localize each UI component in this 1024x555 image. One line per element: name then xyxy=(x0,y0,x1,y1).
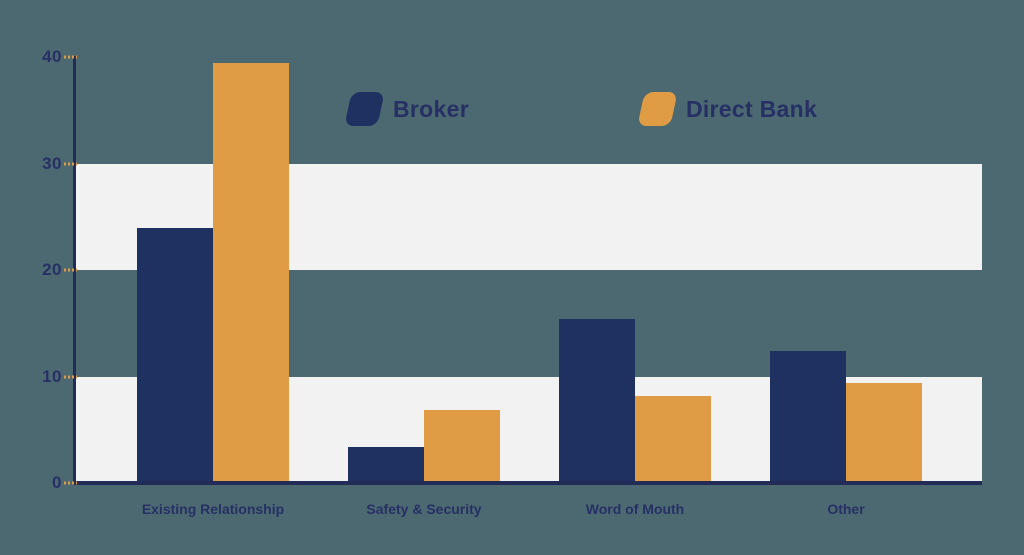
x-category-label-other: Other xyxy=(827,501,865,517)
y-tick-mark-10 xyxy=(64,375,77,378)
x-category-label-word-of-mouth: Word of Mouth xyxy=(585,501,685,517)
bar-broker-other xyxy=(770,350,846,483)
bar-direct-bank-word-of-mouth xyxy=(635,395,711,483)
y-tick-mark-20 xyxy=(64,268,77,272)
legend-label-direct-bank: Direct Bank xyxy=(685,95,818,122)
legend-item-direct-bank: Direct Bank xyxy=(637,92,818,126)
x-category-label-existing-relationship: Existing Relationship xyxy=(141,501,285,517)
y-tick-label-30: 30 xyxy=(42,153,62,173)
bar-direct-bank-existing-relationship xyxy=(213,63,289,483)
legend-item-broker: Broker xyxy=(344,92,469,126)
bar-direct-bank-other xyxy=(846,382,922,483)
bar-broker-word-of-mouth xyxy=(559,318,635,483)
broker-swatch-icon xyxy=(344,92,385,126)
bar-broker-existing-relationship xyxy=(137,228,213,483)
x-category-label-safety-security: Safety & Security xyxy=(366,501,482,517)
x-axis-line xyxy=(73,481,982,485)
y-tick-label-0: 0 xyxy=(52,473,62,492)
y-tick-mark-40 xyxy=(64,55,77,59)
y-tick-label-40: 40 xyxy=(42,47,62,66)
y-tick-mark-30 xyxy=(64,162,77,165)
y-tick-label-10: 10 xyxy=(42,366,62,386)
legend: Broker Direct Bank xyxy=(344,92,818,126)
y-tick-mark-0 xyxy=(64,481,77,485)
bar-broker-safety-security xyxy=(348,446,424,483)
y-tick-label-20: 20 xyxy=(42,260,62,279)
bar-direct-bank-safety-security xyxy=(424,409,500,483)
direct-bank-swatch-icon xyxy=(637,92,678,126)
legend-label-broker: Broker xyxy=(393,95,469,122)
